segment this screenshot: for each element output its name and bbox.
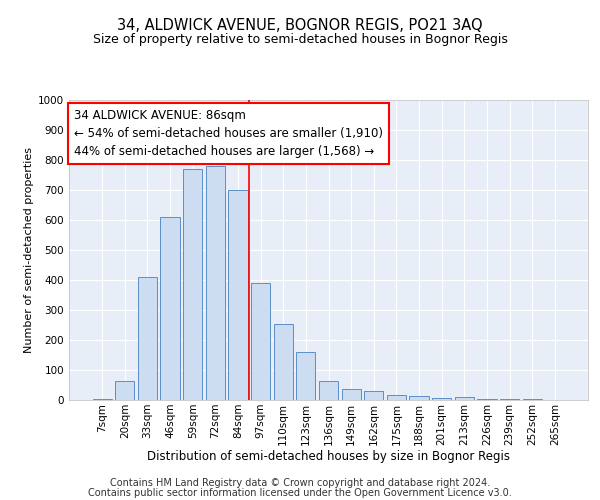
Bar bbox=[455, 397, 474, 400]
Bar bbox=[229, 190, 248, 400]
X-axis label: Distribution of semi-detached houses by size in Bognor Regis: Distribution of semi-detached houses by … bbox=[147, 450, 510, 464]
Text: Contains HM Land Registry data © Crown copyright and database right 2024.: Contains HM Land Registry data © Crown c… bbox=[110, 478, 490, 488]
Bar bbox=[409, 396, 428, 400]
Text: 34 ALDWICK AVENUE: 86sqm
← 54% of semi-detached houses are smaller (1,910)
44% o: 34 ALDWICK AVENUE: 86sqm ← 54% of semi-d… bbox=[74, 109, 383, 158]
Text: Contains public sector information licensed under the Open Government Licence v3: Contains public sector information licen… bbox=[88, 488, 512, 498]
Bar bbox=[138, 277, 157, 400]
Bar bbox=[319, 380, 338, 400]
Bar bbox=[274, 324, 293, 400]
Bar bbox=[183, 169, 202, 400]
Text: 34, ALDWICK AVENUE, BOGNOR REGIS, PO21 3AQ: 34, ALDWICK AVENUE, BOGNOR REGIS, PO21 3… bbox=[117, 18, 483, 32]
Bar bbox=[115, 380, 134, 400]
Bar bbox=[92, 398, 112, 400]
Text: Size of property relative to semi-detached houses in Bognor Regis: Size of property relative to semi-detach… bbox=[92, 32, 508, 46]
Bar bbox=[206, 166, 225, 400]
Bar bbox=[296, 352, 316, 400]
Bar bbox=[364, 391, 383, 400]
Bar bbox=[160, 217, 180, 400]
Y-axis label: Number of semi-detached properties: Number of semi-detached properties bbox=[24, 147, 34, 353]
Bar bbox=[251, 283, 270, 400]
Bar bbox=[500, 399, 519, 400]
Bar bbox=[432, 398, 451, 400]
Bar bbox=[387, 394, 406, 400]
Bar bbox=[477, 398, 497, 400]
Bar bbox=[341, 388, 361, 400]
